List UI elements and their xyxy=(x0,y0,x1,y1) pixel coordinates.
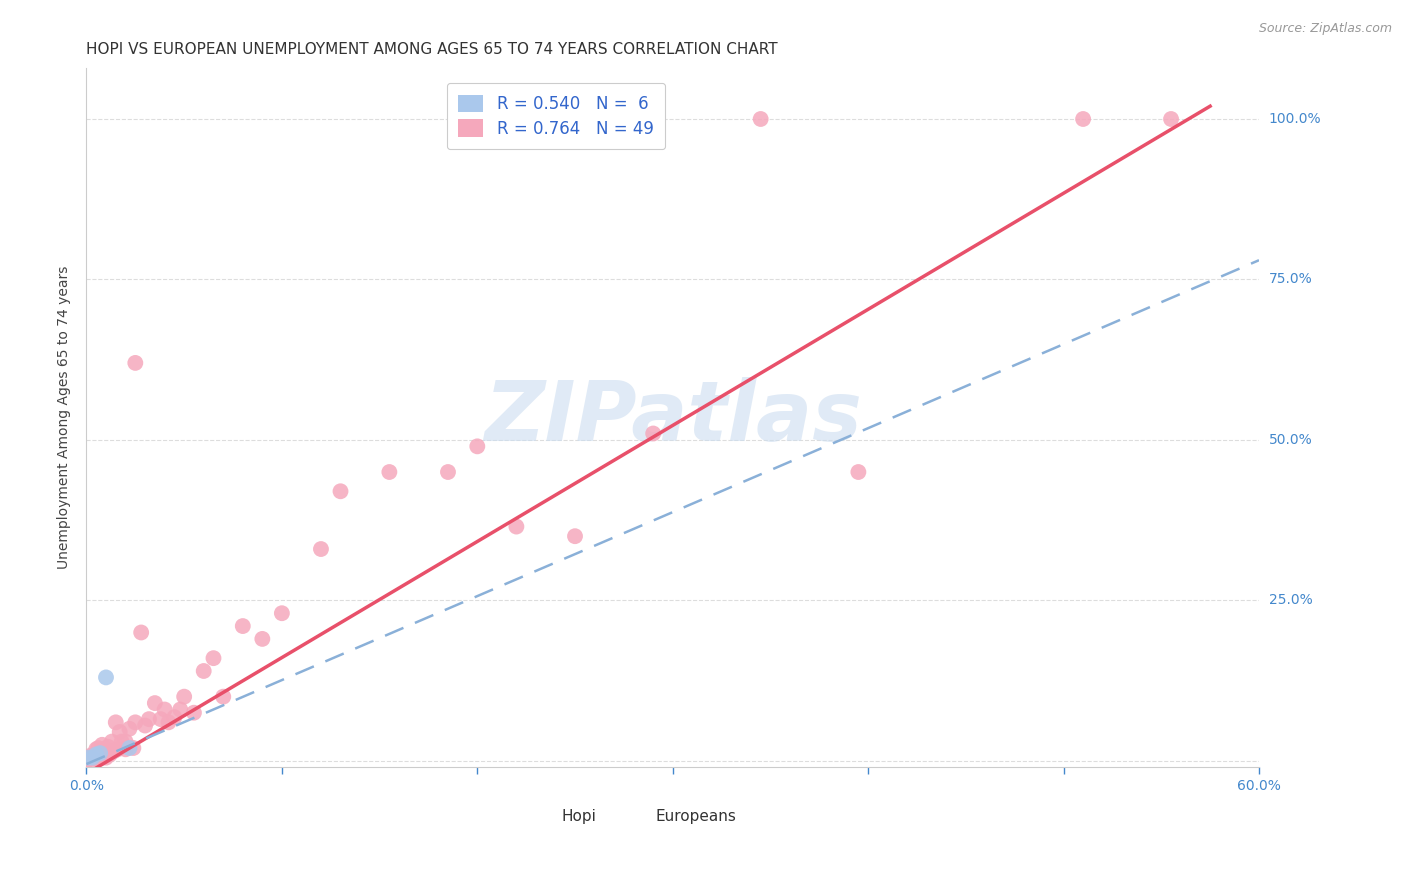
Point xyxy=(75,754,97,768)
Point xyxy=(107,742,129,756)
Point xyxy=(309,542,332,557)
Text: Europeans: Europeans xyxy=(655,809,737,824)
Point xyxy=(564,529,586,543)
Point xyxy=(84,750,107,764)
Point xyxy=(378,465,401,479)
Point xyxy=(437,465,460,479)
Point xyxy=(89,747,111,762)
Point xyxy=(749,112,772,126)
Point xyxy=(138,712,160,726)
Point xyxy=(79,750,101,764)
Point xyxy=(643,426,665,441)
Point xyxy=(94,750,117,764)
Point xyxy=(212,690,235,704)
Point xyxy=(505,519,527,533)
Point xyxy=(84,742,107,756)
Point xyxy=(94,742,117,756)
Point xyxy=(329,484,352,499)
Point xyxy=(173,690,195,704)
Point xyxy=(79,748,101,763)
Point xyxy=(89,746,111,760)
Text: HOPI VS EUROPEAN UNEMPLOYMENT AMONG AGES 65 TO 74 YEARS CORRELATION CHART: HOPI VS EUROPEAN UNEMPLOYMENT AMONG AGES… xyxy=(86,42,778,57)
Text: Hopi: Hopi xyxy=(561,809,596,824)
Point xyxy=(848,465,870,479)
Point xyxy=(134,718,156,732)
Legend: R = 0.540   N =  6, R = 0.764   N = 49: R = 0.540 N = 6, R = 0.764 N = 49 xyxy=(447,83,665,149)
Point xyxy=(82,750,104,764)
Point xyxy=(1160,112,1182,126)
Point xyxy=(75,754,97,768)
Point xyxy=(114,734,136,748)
Point xyxy=(98,747,121,762)
Point xyxy=(84,747,107,762)
Point xyxy=(157,715,180,730)
Point xyxy=(83,752,105,766)
Point xyxy=(169,702,191,716)
Y-axis label: Unemployment Among Ages 65 to 74 years: Unemployment Among Ages 65 to 74 years xyxy=(58,266,72,569)
FancyBboxPatch shape xyxy=(538,802,567,820)
Text: 75.0%: 75.0% xyxy=(1268,272,1313,286)
Point xyxy=(1071,112,1094,126)
Text: ZIPatlas: ZIPatlas xyxy=(484,377,862,458)
Point xyxy=(270,606,292,620)
Point xyxy=(183,706,205,720)
Point xyxy=(252,632,274,646)
Point xyxy=(202,651,225,665)
Point xyxy=(118,741,141,756)
Point xyxy=(103,744,125,758)
Point xyxy=(122,741,145,756)
Point xyxy=(93,746,115,760)
Point xyxy=(114,742,136,756)
Point xyxy=(118,722,141,736)
Point xyxy=(143,696,166,710)
Point xyxy=(91,750,114,764)
Text: 100.0%: 100.0% xyxy=(1268,112,1322,126)
FancyBboxPatch shape xyxy=(666,802,696,820)
Text: Source: ZipAtlas.com: Source: ZipAtlas.com xyxy=(1258,22,1392,36)
Text: 25.0%: 25.0% xyxy=(1268,593,1313,607)
Point xyxy=(75,750,97,764)
Point xyxy=(82,750,104,764)
Point xyxy=(104,715,127,730)
Point xyxy=(101,734,124,748)
Point xyxy=(108,725,131,739)
Point xyxy=(94,670,117,684)
Point xyxy=(129,625,152,640)
Point xyxy=(124,715,146,730)
Point xyxy=(149,712,172,726)
Point xyxy=(97,739,120,754)
Point xyxy=(124,356,146,370)
Point xyxy=(77,750,100,764)
Point xyxy=(153,702,176,716)
Point xyxy=(82,752,104,766)
Point xyxy=(193,664,215,678)
Point xyxy=(111,734,134,748)
Point xyxy=(232,619,254,633)
Point xyxy=(87,741,110,756)
Point xyxy=(163,710,186,724)
Text: 50.0%: 50.0% xyxy=(1268,433,1313,447)
Point xyxy=(77,752,100,766)
Point xyxy=(465,439,488,453)
Point xyxy=(91,738,114,752)
